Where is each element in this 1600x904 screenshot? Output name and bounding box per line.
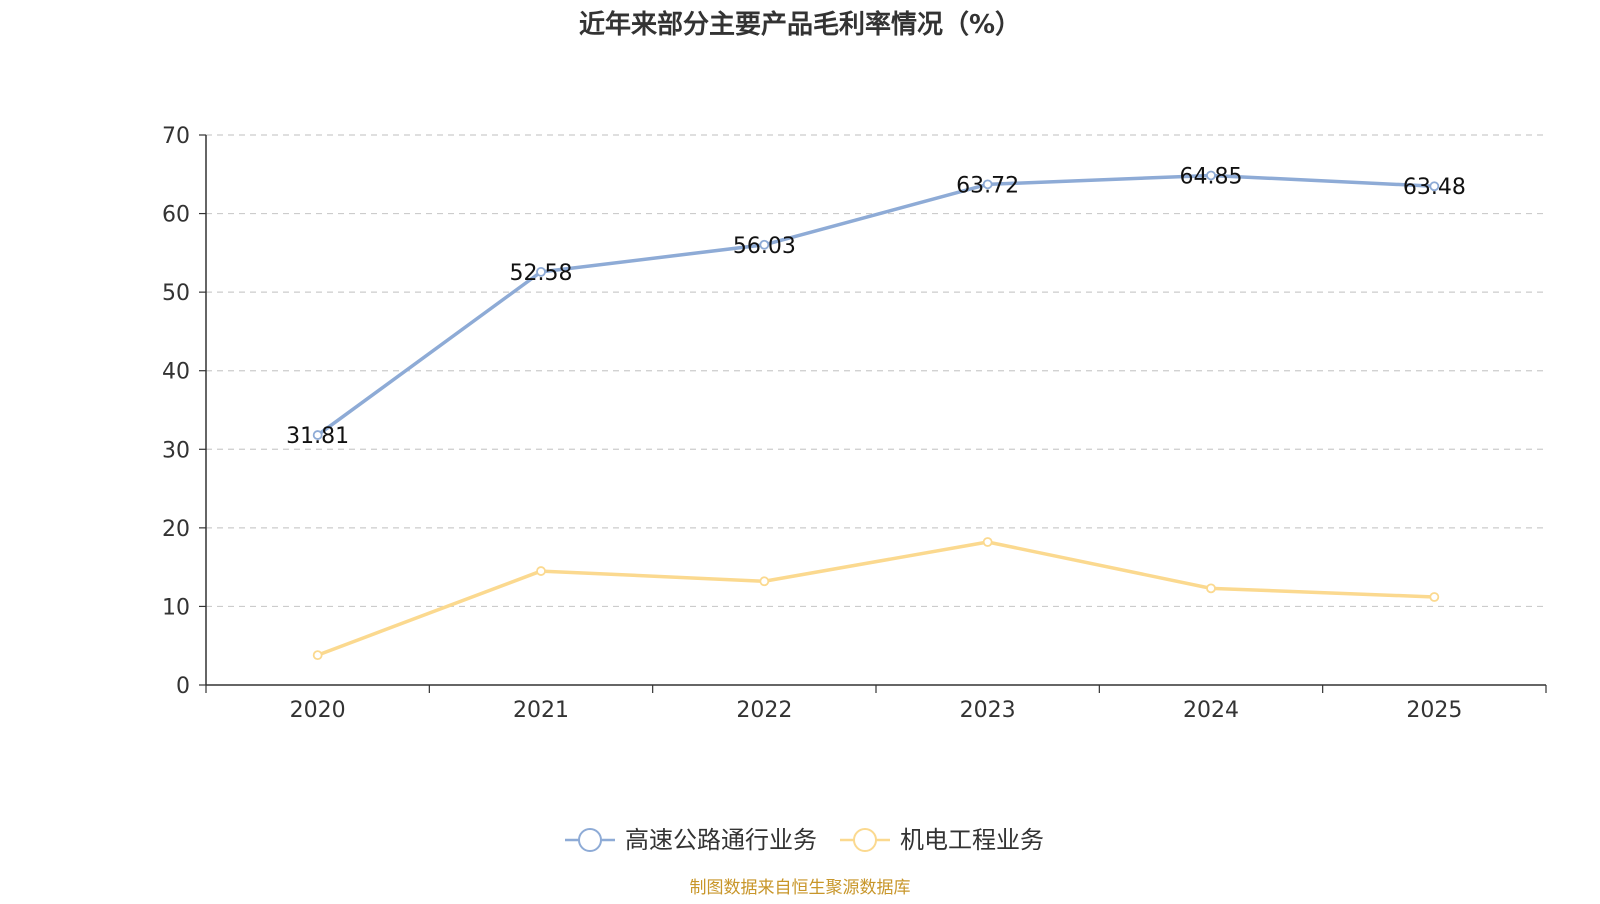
data-point[interactable] (1429, 181, 1440, 192)
data-point[interactable] (312, 430, 323, 440)
x-tick-label: 2020 (290, 698, 346, 723)
y-tick-label: 10 (162, 595, 190, 620)
legend-label: 机电工程业务 (900, 826, 1044, 854)
data-point[interactable] (1206, 583, 1216, 594)
y-tick-label: 30 (162, 438, 190, 463)
data-point[interactable] (1429, 592, 1440, 602)
data-point[interactable] (982, 537, 993, 547)
x-tick-label: 2023 (960, 698, 1016, 723)
data-label: 63.72 (956, 173, 1019, 198)
x-tick-label: 2022 (736, 698, 792, 723)
legend-marker-icon (578, 828, 602, 852)
y-tick-label: 20 (162, 517, 190, 542)
data-label: 52.58 (510, 261, 573, 286)
x-tick-label: 2024 (1183, 698, 1239, 723)
series-2 (312, 537, 1440, 661)
data-label: 64.85 (1180, 164, 1243, 189)
series-1 (312, 170, 1440, 440)
data-point[interactable] (536, 266, 546, 277)
data-point[interactable] (1206, 170, 1216, 181)
series-line (315, 173, 1437, 437)
legend: 高速公路通行业务 机电工程业务 (565, 826, 1044, 854)
source-note: 制图数据来自恒生聚源数据库 (690, 878, 911, 898)
y-tick-label: 0 (176, 674, 190, 699)
series-layer (312, 170, 1440, 661)
data-point[interactable] (312, 650, 323, 661)
y-tick-label: 60 (162, 203, 190, 228)
legend-item-2[interactable]: 机电工程业务 (840, 826, 1044, 854)
axes: 0 10 20 30 40 50 60 70 2020 2021 2022 2023 2024 2025 (162, 124, 1547, 723)
y-tick-label: 70 (162, 124, 190, 149)
y-tick-label: 50 (162, 281, 190, 306)
chart-title: 近年来部分主要产品毛利率情况（%） (579, 9, 1021, 40)
data-point[interactable] (536, 566, 546, 576)
grid-lines (206, 134, 1546, 608)
data-point[interactable] (759, 576, 770, 587)
series-line (315, 540, 1437, 657)
data-label: 31.81 (286, 424, 349, 449)
data-label: 56.03 (733, 234, 796, 259)
legend-label: 高速公路通行业务 (625, 826, 817, 854)
x-tick-label: 2025 (1406, 698, 1462, 723)
data-point[interactable] (982, 179, 993, 190)
data-labels: 31.81 52.58 56.03 63.72 64.85 63.48 (286, 164, 1466, 449)
data-point[interactable] (759, 239, 770, 250)
legend-marker-icon (853, 828, 877, 852)
data-label: 63.48 (1403, 175, 1466, 200)
x-tick-label: 2021 (513, 698, 569, 723)
legend-item-1[interactable]: 高速公路通行业务 (565, 826, 817, 854)
y-tick-label: 40 (162, 360, 190, 385)
